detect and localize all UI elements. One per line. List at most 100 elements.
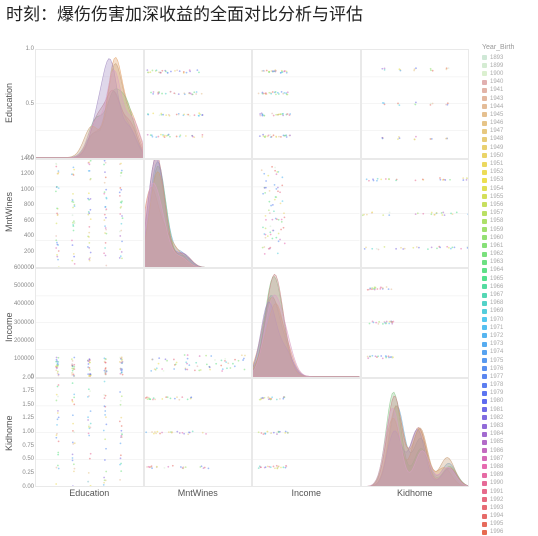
legend-swatch xyxy=(482,407,487,412)
legend-item: 1964 xyxy=(482,267,536,274)
legend-label: 1977 xyxy=(490,374,503,380)
legend-label: 1952 xyxy=(490,169,503,175)
legend-item: 1972 xyxy=(482,332,536,339)
cell-MntWines-MntWines xyxy=(145,160,252,268)
legend-swatch xyxy=(482,178,487,183)
legend-item: 1952 xyxy=(482,169,536,176)
legend-label: 1949 xyxy=(490,145,503,151)
cell-Income-Kidhome xyxy=(362,269,469,377)
legend-item: 1988 xyxy=(482,463,536,470)
legend-swatch xyxy=(482,260,487,265)
legend-swatch xyxy=(482,415,487,420)
legend-label: 1940 xyxy=(490,79,503,85)
legend-swatch xyxy=(482,129,487,134)
legend-label: 1945 xyxy=(490,112,503,118)
legend-label: 1972 xyxy=(490,333,503,339)
legend-label: 1951 xyxy=(490,161,503,167)
legend-item: 1941 xyxy=(482,87,536,94)
xlabel-MntWines: MntWines xyxy=(145,488,252,498)
legend-swatch xyxy=(482,440,487,445)
legend-label: 1971 xyxy=(490,325,503,331)
ylabel-Income: Income xyxy=(4,312,14,342)
legend-item: 1947 xyxy=(482,128,536,135)
ytick: 1.75 xyxy=(6,388,34,394)
legend-label: 1948 xyxy=(490,136,503,142)
legend-item: 1977 xyxy=(482,373,536,380)
legend-item: 1948 xyxy=(482,136,536,143)
legend-swatch xyxy=(482,505,487,510)
cell-Income-Income xyxy=(253,269,360,377)
legend-item: 1985 xyxy=(482,439,536,446)
legend-item: 1950 xyxy=(482,152,536,159)
legend-swatch xyxy=(482,55,487,60)
legend-item: 1953 xyxy=(482,177,536,184)
legend-label: 1973 xyxy=(490,341,503,347)
cell-Income-Education: 0100000200000300000400000500000600000Inc… xyxy=(36,269,143,377)
legend-label: 1954 xyxy=(490,186,503,192)
legend-swatch xyxy=(482,383,487,388)
legend-swatch xyxy=(482,121,487,126)
ytick: 500000 xyxy=(6,283,34,289)
legend-label: 1962 xyxy=(490,251,503,257)
legend-item: 1978 xyxy=(482,382,536,389)
cell-MntWines-Kidhome xyxy=(362,160,469,268)
legend-label: 1981 xyxy=(490,407,503,413)
legend-swatch xyxy=(482,96,487,101)
legend-item: 1949 xyxy=(482,144,536,151)
pairplot-grid: 0.00.51.0Education0200400600800100012001… xyxy=(36,50,468,486)
legend-swatch xyxy=(482,162,487,167)
legend-swatch xyxy=(482,325,487,330)
legend-label: 1966 xyxy=(490,284,503,290)
legend-swatch xyxy=(482,424,487,429)
cell-MntWines-Income xyxy=(253,160,360,268)
legend-label: 1968 xyxy=(490,300,503,306)
legend-swatch xyxy=(482,145,487,150)
legend-item: 1979 xyxy=(482,390,536,397)
ytick: 0.00 xyxy=(6,484,34,490)
ytick: 2.00 xyxy=(6,375,34,381)
cell-Education-Kidhome xyxy=(362,50,469,158)
legend-item: 1956 xyxy=(482,201,536,208)
legend-label: 1982 xyxy=(490,415,503,421)
legend-item: 1968 xyxy=(482,300,536,307)
legend-swatch xyxy=(482,391,487,396)
cell-Kidhome-Kidhome: Kidhome xyxy=(362,379,469,487)
legend-item: 1993 xyxy=(482,504,536,511)
legend-item: 1996 xyxy=(482,529,536,536)
legend-swatch xyxy=(482,137,487,142)
legend-label: 1988 xyxy=(490,464,503,470)
legend-swatch xyxy=(482,464,487,469)
cell-Education-MntWines xyxy=(145,50,252,158)
legend-swatch xyxy=(482,112,487,117)
ytick: 1.50 xyxy=(6,402,34,408)
ytick: 400000 xyxy=(6,301,34,307)
legend-swatch xyxy=(482,489,487,494)
legend-item: 1973 xyxy=(482,341,536,348)
legend-title: Year_Birth xyxy=(482,44,536,51)
legend-swatch xyxy=(482,227,487,232)
ytick: 200 xyxy=(6,249,34,255)
legend-item: 1981 xyxy=(482,406,536,413)
legend-item: 1994 xyxy=(482,513,536,520)
legend-label: 1953 xyxy=(490,177,503,183)
legend-swatch xyxy=(482,71,487,76)
legend-item: 1960 xyxy=(482,234,536,241)
legend-item: 1975 xyxy=(482,357,536,364)
ytick: 0.50 xyxy=(6,456,34,462)
legend-label: 1987 xyxy=(490,456,503,462)
legend-item: 1940 xyxy=(482,79,536,86)
ytick: 100000 xyxy=(6,356,34,362)
legend-swatch xyxy=(482,268,487,273)
legend-label: 1960 xyxy=(490,235,503,241)
legend-swatch xyxy=(482,366,487,371)
legend-swatch xyxy=(482,399,487,404)
legend-item: 1963 xyxy=(482,259,536,266)
ytick: 1.0 xyxy=(6,46,34,52)
legend-label: 1967 xyxy=(490,292,503,298)
legend-item: 1961 xyxy=(482,242,536,249)
legend-item: 1962 xyxy=(482,251,536,258)
page-title: 时刻：爆伤伤害加深收益的全面对比分析与评估 xyxy=(6,4,426,27)
ytick: 1400 xyxy=(6,156,34,162)
ytick: 600000 xyxy=(6,265,34,271)
legend-swatch xyxy=(482,374,487,379)
